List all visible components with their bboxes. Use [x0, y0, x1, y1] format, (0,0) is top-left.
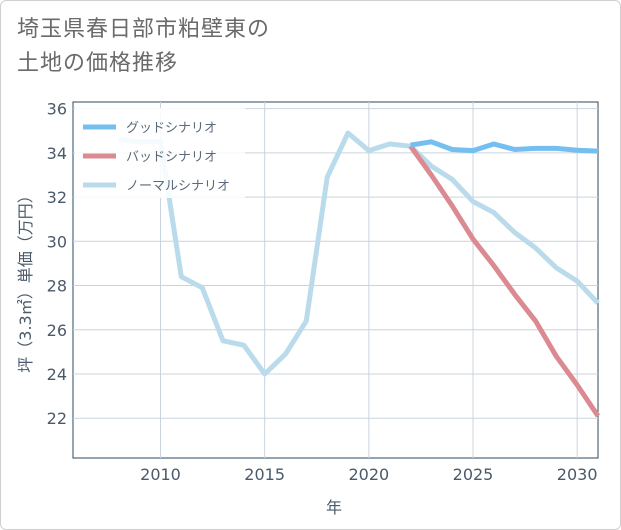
y-tick-label: 30 — [47, 232, 67, 251]
series-line-good — [410, 139, 599, 154]
series-layer — [118, 130, 601, 418]
x-tick-labels: 2010 2015 2020 2025 2030 — [140, 465, 597, 484]
y-tick-label: 34 — [47, 144, 67, 163]
x-tick-label: 2025 — [453, 465, 494, 484]
x-tick-label: 2015 — [244, 465, 285, 484]
series-line-bad — [408, 144, 601, 418]
y-tick-label: 24 — [47, 365, 67, 384]
title-line-1: 埼玉県春日部市粕壁東の — [17, 17, 271, 42]
legend-label-bad: バッドシナリオ — [126, 150, 217, 165]
y-tick-label: 22 — [47, 409, 67, 428]
y-tick-label: 26 — [47, 321, 67, 340]
y-tick-label: 28 — [47, 277, 67, 296]
title-line-2: 土地の価格推移 — [17, 51, 179, 76]
x-axis-title: 年 — [326, 498, 342, 517]
chart-title: 埼玉県春日部市粕壁東の 土地の価格推移 — [17, 13, 417, 81]
x-tick-label: 2030 — [557, 465, 598, 484]
y-tick-label: 36 — [47, 100, 67, 119]
legend-label-good: グッドシナリオ — [126, 121, 217, 136]
y-tick-label: 32 — [47, 188, 67, 207]
series-line-normal — [118, 130, 600, 377]
legend: グッドシナリオ バッドシナリオ ノーマルシナリオ — [75, 108, 245, 198]
x-tick-label: 2010 — [140, 465, 181, 484]
y-tick-labels: 22 24 26 28 30 32 34 36 — [47, 100, 67, 429]
x-tick-label: 2020 — [348, 465, 389, 484]
y-axis-title: 坪（3.3㎡）単価（万円） — [16, 187, 35, 372]
legend-label-normal: ノーマルシナリオ — [126, 179, 230, 194]
